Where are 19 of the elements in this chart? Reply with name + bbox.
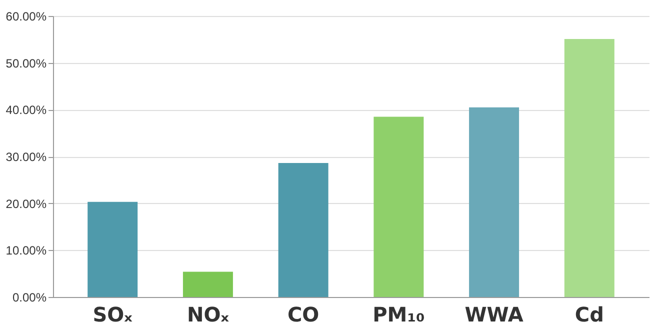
x-tick-label: NOₓ <box>186 302 230 326</box>
y-tick-label: 60.00% <box>6 10 47 24</box>
bar <box>278 163 328 297</box>
bar <box>469 107 520 297</box>
y-tick-label: 20.00% <box>6 196 47 211</box>
x-tick-label: Cd <box>574 302 604 326</box>
y-tick-label: 30.00% <box>6 150 47 164</box>
x-tick-label: CO <box>287 302 320 326</box>
bar <box>564 38 614 297</box>
y-tick-label: 10.00% <box>6 244 47 258</box>
y-tick-label: 40.00% <box>6 103 47 118</box>
x-tick-label: SOₓ <box>92 302 134 326</box>
y-tick-label: 0.00% <box>12 290 47 304</box>
bar <box>88 202 138 297</box>
y-tick-label: 50.00% <box>6 56 47 70</box>
bar <box>374 116 424 297</box>
bar <box>182 272 233 297</box>
x-tick-label: WWA <box>464 302 524 326</box>
x-tick-label: PM₁₀ <box>372 302 425 326</box>
